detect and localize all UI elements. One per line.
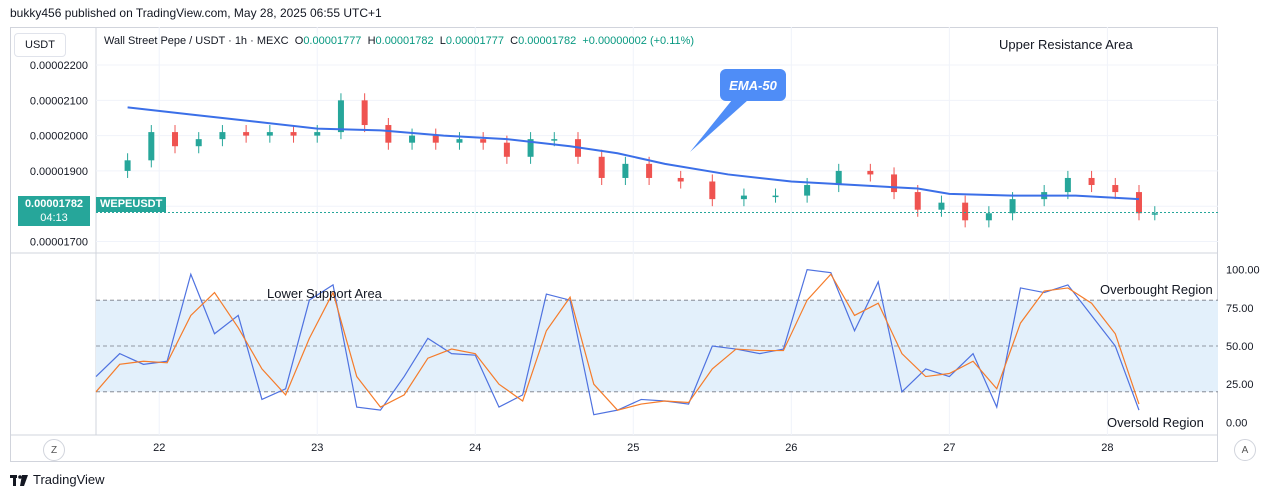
time-tick-label: 24 xyxy=(469,442,481,454)
candle-body xyxy=(219,132,226,140)
legend-l-value: 0.00001777 xyxy=(445,35,505,47)
candle-body xyxy=(148,132,155,161)
candle-body xyxy=(480,139,487,143)
tradingview-logo-text: TradingView xyxy=(33,472,105,487)
ema-50-line xyxy=(127,106,1140,201)
candle-body xyxy=(337,100,344,133)
auto-scale-button[interactable]: A xyxy=(1234,439,1256,461)
legend-h-label: H xyxy=(367,35,376,47)
price-tick-label: 0.00001900 xyxy=(30,166,88,178)
time-tick-label: 28 xyxy=(1101,442,1113,454)
oversold-label: Oversold Region xyxy=(1107,415,1204,430)
candle-body xyxy=(622,163,629,178)
ema-annotation: EMA-50 xyxy=(720,69,786,101)
legend-c-value: 0.00001782 xyxy=(518,35,577,47)
legend-change: +0.00000002 (+0.11%) xyxy=(582,35,695,47)
candle-body xyxy=(1112,185,1119,193)
candle-body xyxy=(914,192,921,210)
candle-body xyxy=(867,170,874,175)
tradingview-logo[interactable]: TradingView xyxy=(10,472,105,487)
legend-pair: Wall Street Pepe / USDT · 1h · MEXC xyxy=(104,35,289,47)
candle-body xyxy=(361,100,368,126)
time-tick-label: 27 xyxy=(943,442,955,454)
candle-body xyxy=(804,185,811,196)
bar-countdown: 04:13 xyxy=(40,212,68,224)
last-price: 0.00001782 xyxy=(24,198,84,210)
lower-support-label: Lower Support Area xyxy=(267,286,382,301)
candle-body xyxy=(290,132,297,136)
candle-body xyxy=(709,181,716,200)
stoch-tick-label: 0.00 xyxy=(1226,417,1247,429)
candle-body xyxy=(1151,213,1158,215)
candle-body xyxy=(456,139,463,143)
price-tick-label: 0.00002100 xyxy=(30,95,88,107)
candle-body xyxy=(740,195,747,200)
ema-callout-pointer xyxy=(690,100,748,152)
stoch-tick-label: 100.00 xyxy=(1226,265,1260,277)
legend-o-value: 0.00001777 xyxy=(303,35,362,47)
candle-body xyxy=(646,163,653,178)
legend-l-label: L xyxy=(439,35,446,47)
chart-frame xyxy=(10,27,1218,462)
candle-body xyxy=(985,213,992,221)
time-tick-label: 23 xyxy=(311,442,323,454)
candle-body xyxy=(314,132,321,136)
stoch-d-line xyxy=(95,273,1140,411)
price-tick-label: 0.00001700 xyxy=(30,236,88,248)
candle-body xyxy=(172,132,179,147)
published-line: bukky456 published on TradingView.com, M… xyxy=(10,6,382,20)
legend-o-label: O xyxy=(294,35,304,47)
candle-body xyxy=(551,139,558,141)
upper-resistance-label: Upper Resistance Area xyxy=(999,37,1133,52)
candle-body xyxy=(432,135,439,143)
ticker-tag: WEPEUSDT xyxy=(96,197,167,212)
ohlc-legend: Wall Street Pepe / USDT · 1h · MEXC O0.0… xyxy=(104,35,694,47)
candle-body xyxy=(409,135,416,143)
candle-body xyxy=(938,202,945,210)
candle-body xyxy=(1088,177,1095,186)
time-tick-label: 25 xyxy=(627,442,639,454)
price-tick-label: 0.00002000 xyxy=(30,131,88,143)
legend-c-label: C xyxy=(510,35,519,47)
legend-h-value: 0.00001782 xyxy=(375,35,434,47)
candle-body xyxy=(385,125,392,143)
stoch-tick-label: 75.00 xyxy=(1226,303,1254,315)
stoch-tick-label: 50.00 xyxy=(1226,341,1254,353)
stoch-tick-label: 25.00 xyxy=(1226,379,1254,391)
candle-body xyxy=(1009,199,1016,214)
candle-body xyxy=(503,142,510,157)
candle-body xyxy=(266,132,273,136)
candle-body xyxy=(243,132,250,136)
candle-body xyxy=(772,195,779,198)
price-tick-label: 0.00002200 xyxy=(30,60,88,72)
time-tick-label: 26 xyxy=(785,442,797,454)
candle-body xyxy=(195,139,202,147)
candle-body xyxy=(527,139,534,157)
overbought-label: Overbought Region xyxy=(1100,282,1213,297)
candle-body xyxy=(677,177,684,182)
candle-body xyxy=(598,156,605,178)
candle-body xyxy=(124,160,131,171)
candle-body xyxy=(835,170,842,186)
time-tick-label: 22 xyxy=(153,442,165,454)
zoom-button[interactable]: Z xyxy=(43,439,65,461)
candle-body xyxy=(1135,192,1142,214)
symbol-button[interactable]: USDT xyxy=(14,33,66,57)
candle-body xyxy=(962,202,969,221)
last-price-tag: 0.00001782 04:13 xyxy=(18,196,90,226)
candle-body xyxy=(891,174,898,193)
candle-body xyxy=(1064,177,1071,193)
tradingview-logo-icon xyxy=(10,474,28,486)
